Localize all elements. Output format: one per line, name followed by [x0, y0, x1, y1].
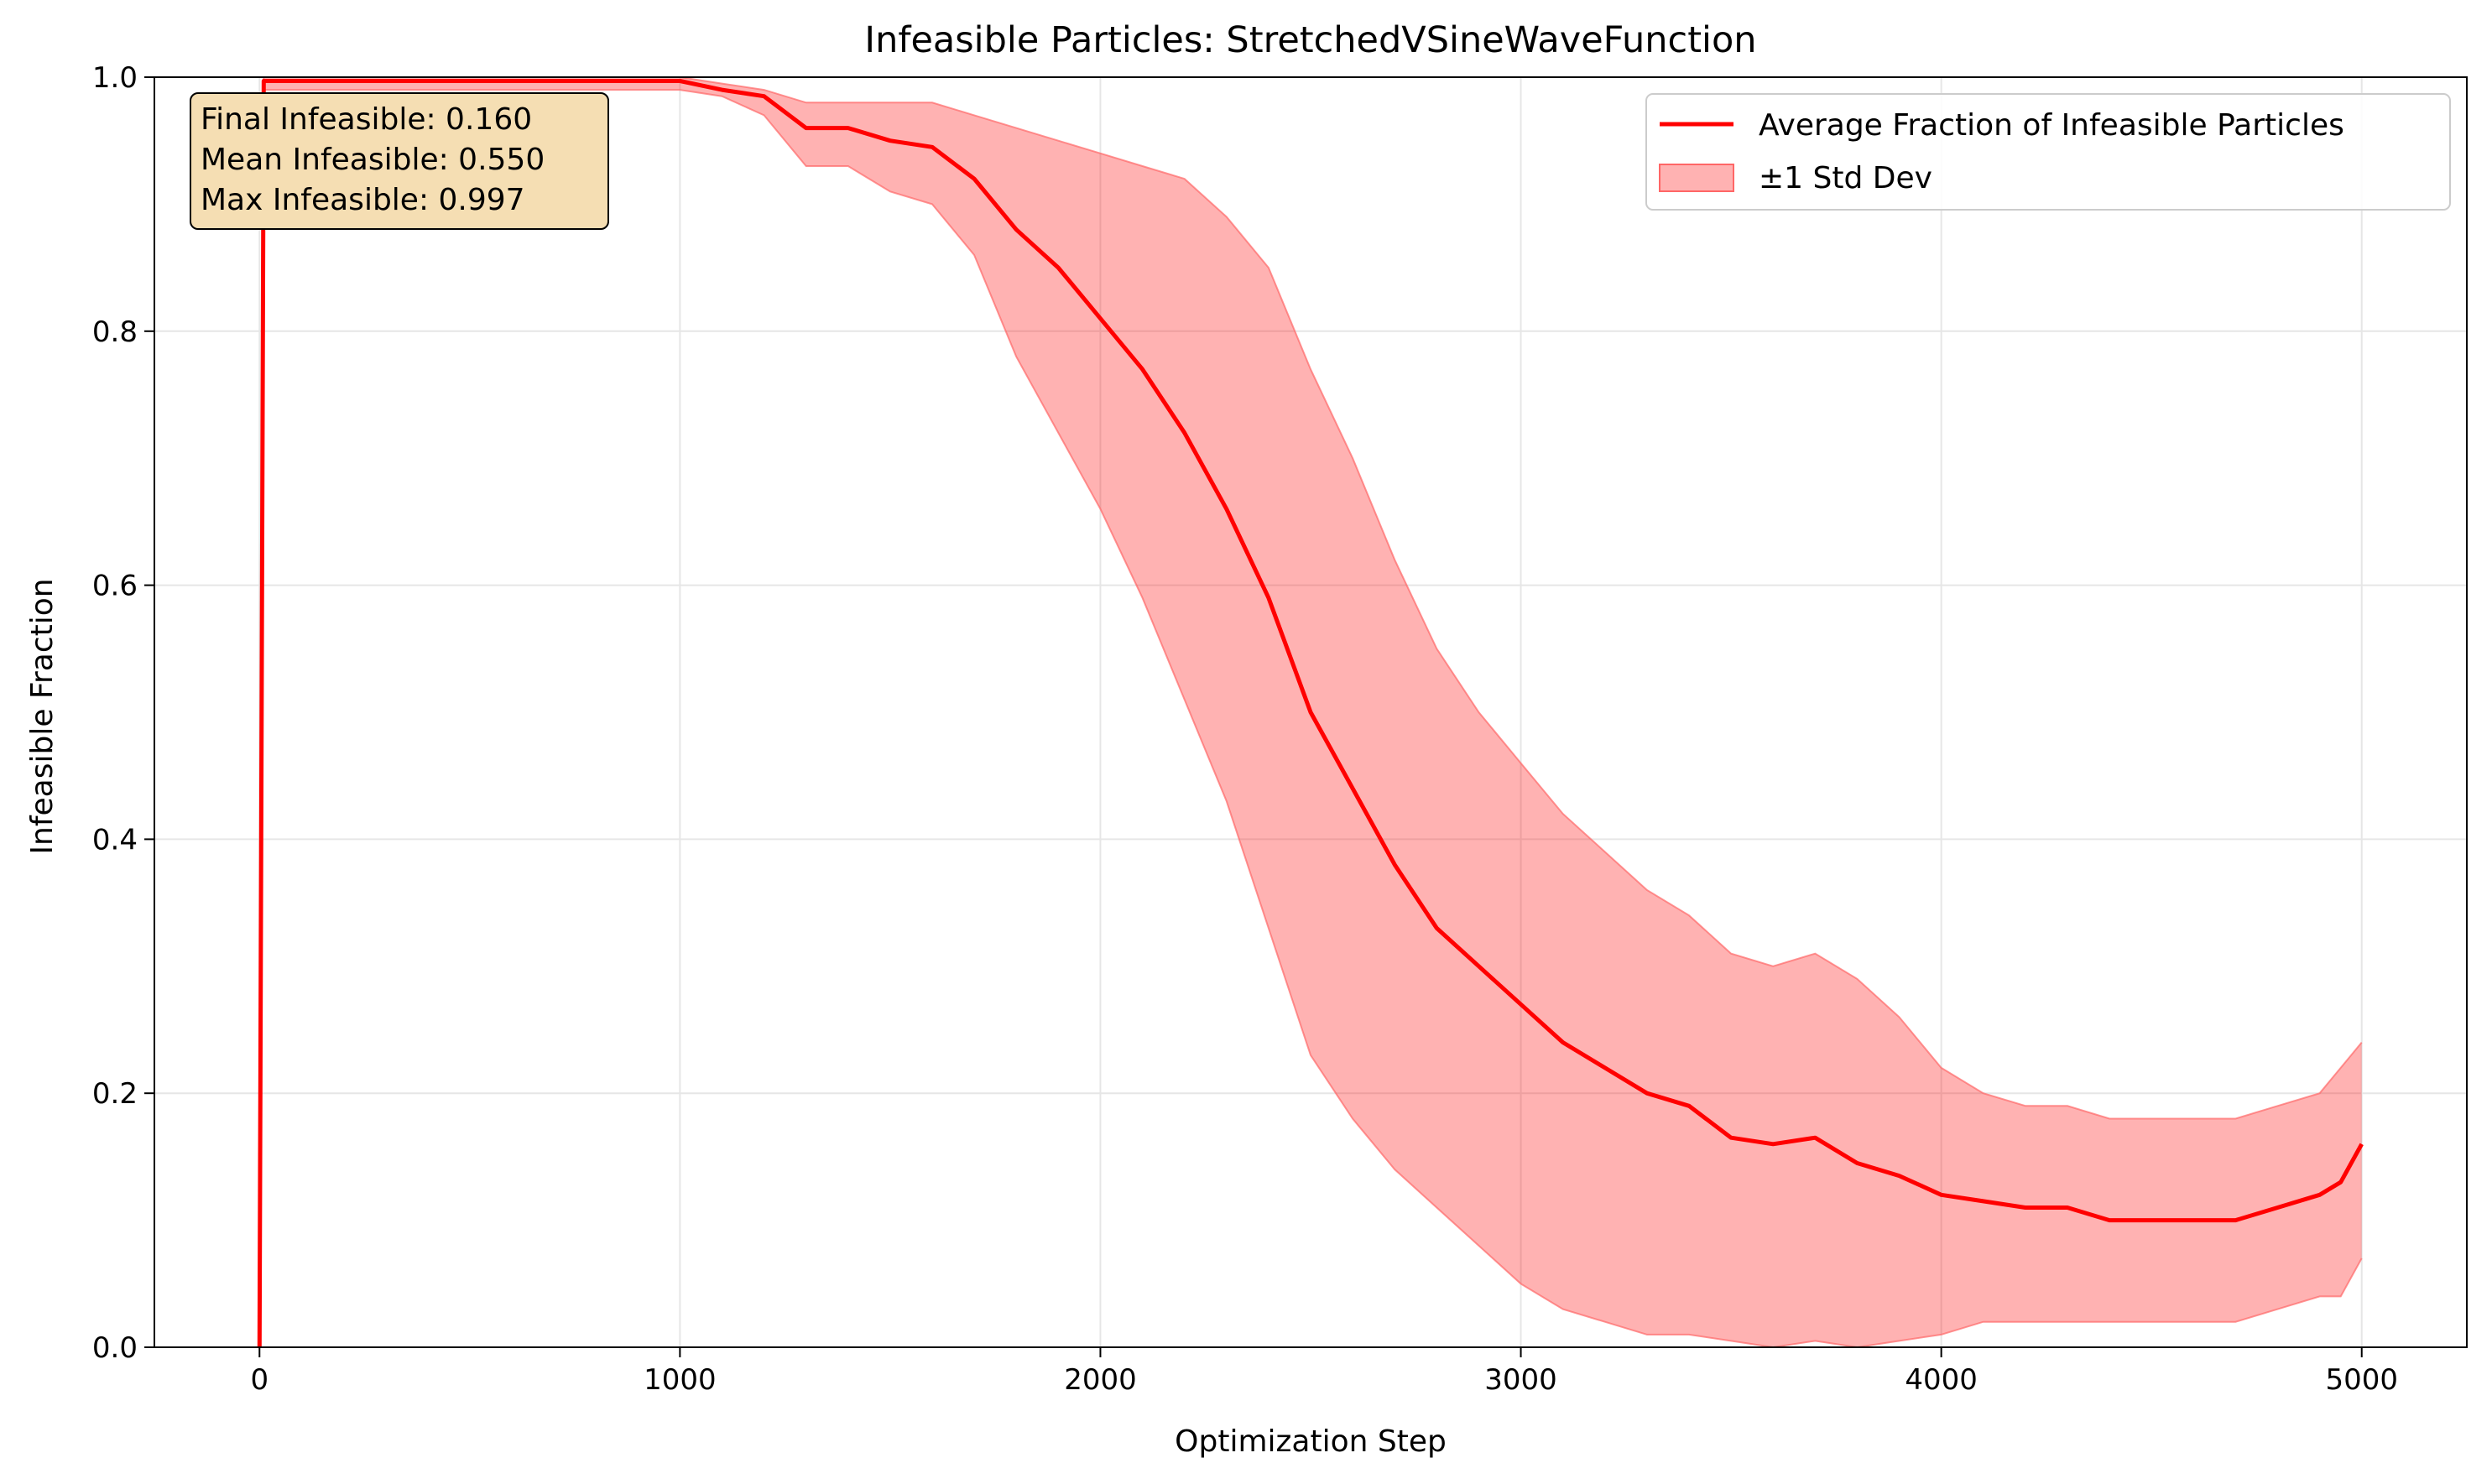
x-tick-label: 2000 [1064, 1363, 1137, 1397]
legend-label-average: Average Fraction of Infeasible Particles [1759, 108, 2344, 143]
x-tick-label: 5000 [2325, 1363, 2398, 1397]
y-tick-label: 0.0 [92, 1331, 138, 1365]
legend-label-std-dev: ±1 Std Dev [1759, 161, 1932, 195]
stats-annotation-background [190, 92, 609, 230]
plot-frame [154, 76, 2468, 1348]
y-axis-title: Infeasible Fraction [25, 578, 60, 854]
y-tick-label: 0.2 [92, 1077, 138, 1111]
legend-band-swatch [1659, 164, 1734, 192]
y-tick-label: 0.6 [92, 570, 138, 603]
x-tick-label: 0 [250, 1363, 268, 1397]
plot-data [257, 76, 2364, 1349]
chart-title: Infeasible Particles: StretchedVSineWave… [864, 19, 1756, 61]
legend: Average Fraction of Infeasible Particles… [1645, 93, 2451, 211]
stats-max-infeasible: Max Infeasible: 0.997 [201, 183, 525, 217]
y-tick-label: 1.0 [92, 61, 138, 95]
x-tick-label: 1000 [644, 1363, 717, 1397]
axis-ticks: 0 1000 2000 3000 4000 5000 0.0 0.2 0.4 0.6 0.8 1.0 [92, 61, 2398, 1397]
std-dev-lower-edge [258, 89, 2363, 1349]
x-tick-label: 4000 [1905, 1363, 1978, 1397]
stats-annotation-box: Final Infeasible: 0.160 Mean Infeasible:… [190, 92, 609, 230]
legend-frame [1645, 93, 2451, 211]
y-tick-label: 0.8 [92, 315, 138, 349]
std-dev-upper-edge [258, 76, 2363, 1348]
stats-final-infeasible: Final Infeasible: 0.160 [201, 102, 532, 137]
average-infeasible-line [257, 79, 2364, 1348]
stats-mean-infeasible: Mean Infeasible: 0.550 [201, 143, 545, 177]
y-tick-label: 0.4 [92, 823, 138, 857]
x-axis-title: Optimization Step [1175, 1424, 1447, 1459]
x-tick-label: 3000 [1484, 1363, 1557, 1397]
